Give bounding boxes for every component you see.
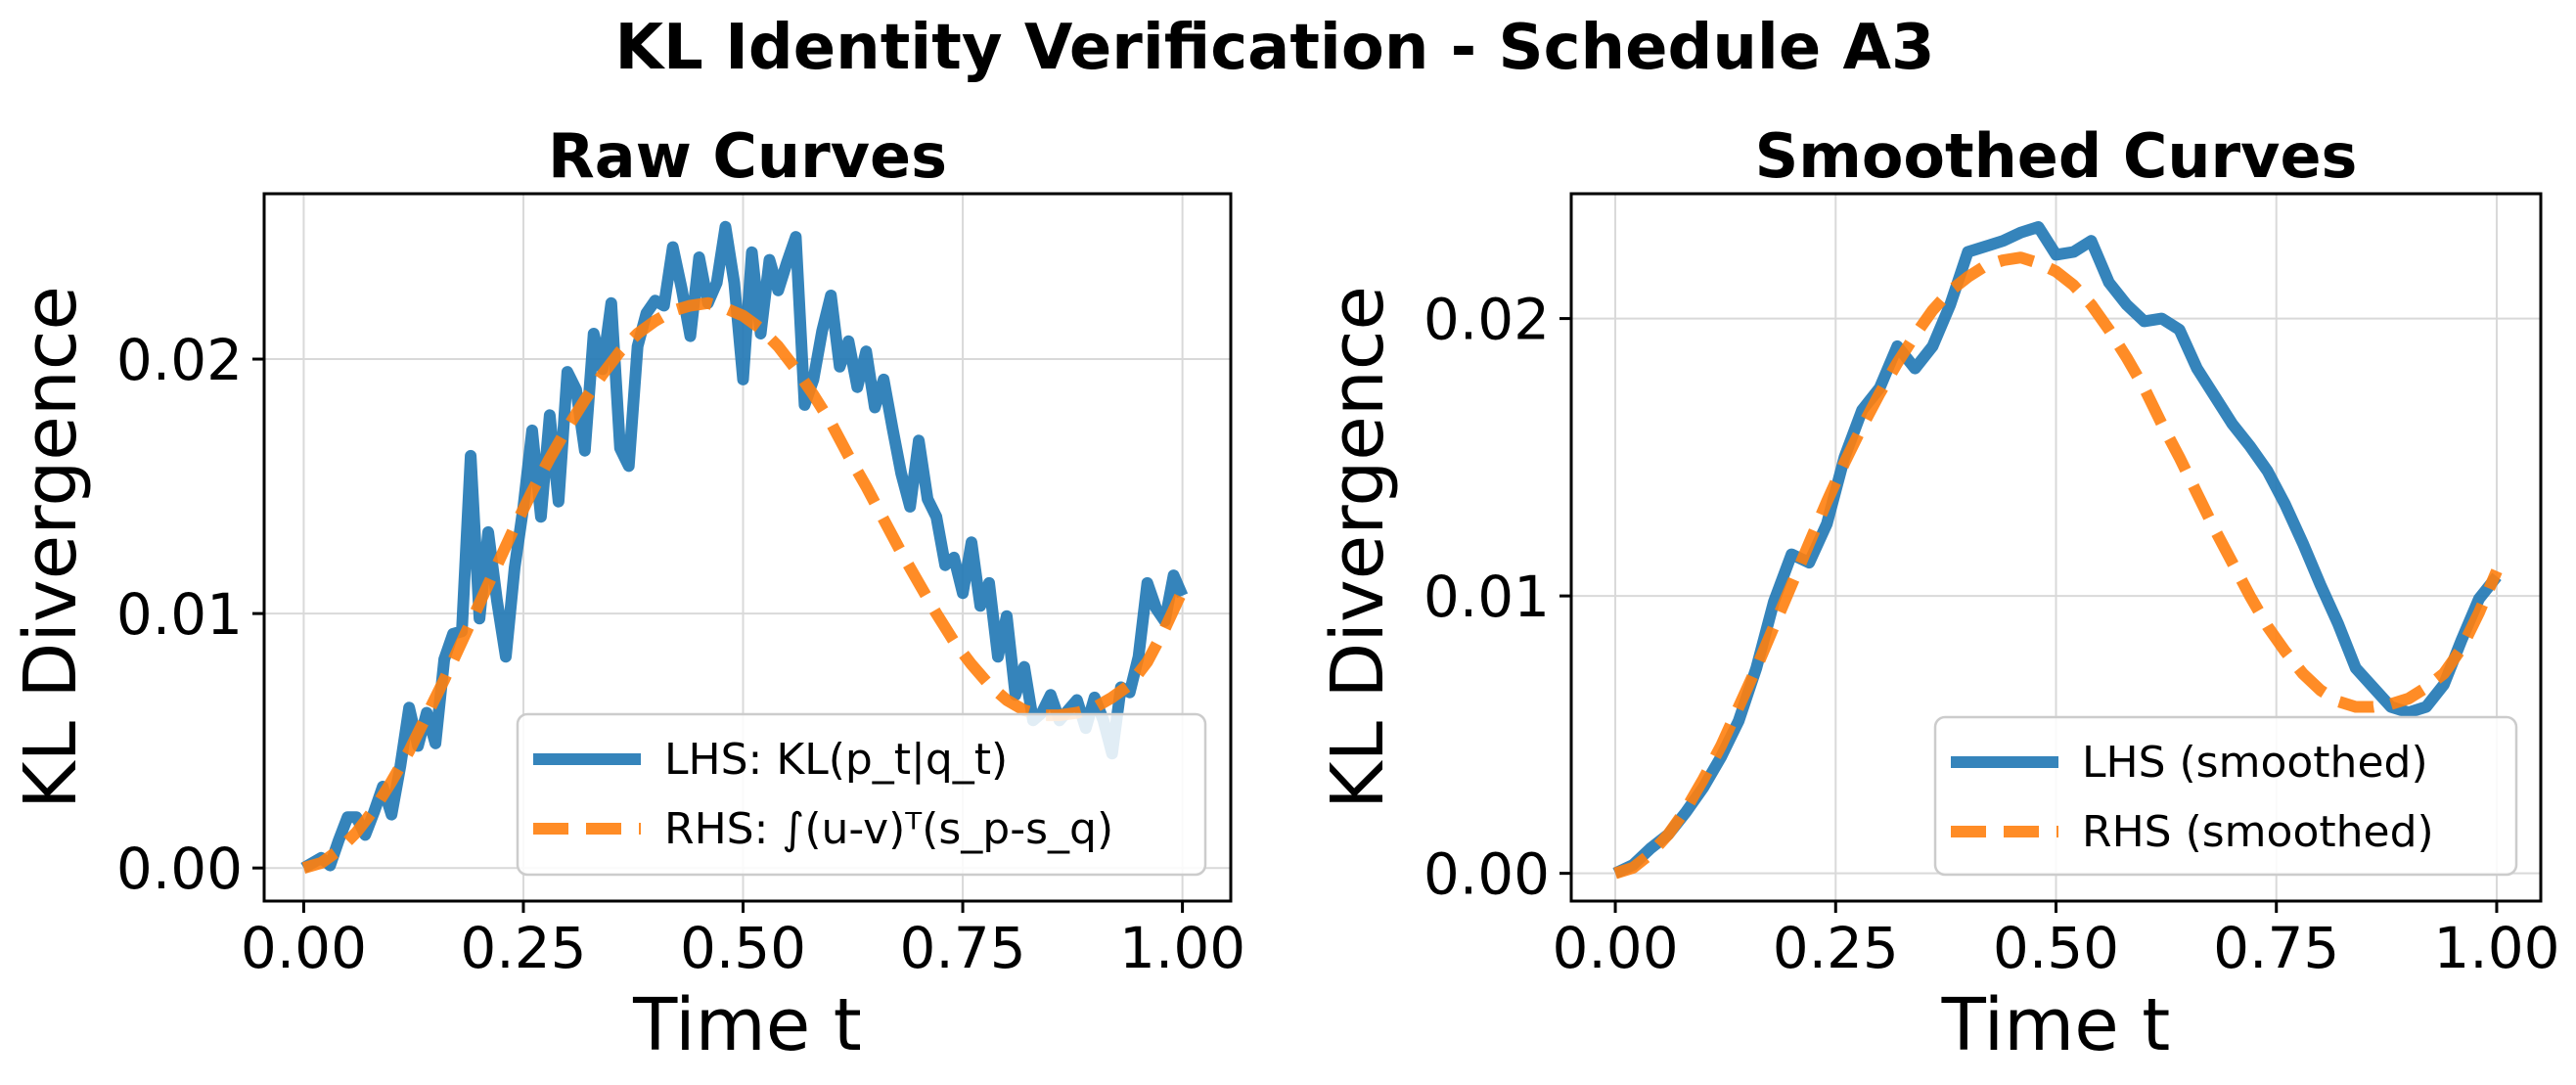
- x-tick-label: 0.00: [241, 915, 367, 981]
- legend-label-rhs: RHS: ∫(u-v)ᵀ(s_p-s_q): [664, 804, 1113, 854]
- subplot-2: 0.00 0.25 0.50 0.75 1.00 0.00 0.01 0.02 Smoothed…: [1316, 120, 2560, 1067]
- subplot-title: Raw Curves: [548, 120, 947, 192]
- subplots: 0.00 0.25 0.50 0.75 1.00 0.00 0.01 0.02 Raw Curv…: [9, 120, 2560, 1067]
- series-line-rhs: [301, 296, 1189, 874]
- x-axis-label: Time t: [632, 983, 862, 1067]
- y-tick-label: 0.01: [1424, 564, 1550, 630]
- y-tick-label: 0.02: [116, 327, 243, 393]
- legend-label-rhs: RHS (smoothed): [2082, 807, 2434, 857]
- legend-frame: [516, 712, 1207, 877]
- x-axis-label: Time t: [1941, 983, 2171, 1067]
- subplot-title: Smoothed Curves: [1755, 120, 2358, 192]
- y-tick-label: 0.00: [116, 836, 243, 902]
- subplot-1: 0.00 0.25 0.50 0.75 1.00 0.00 0.01 0.02 Raw Curv…: [9, 120, 1245, 1067]
- plot-frame: [262, 192, 1233, 903]
- figure-title: KL Identity Verification - Schedule A3: [614, 12, 1934, 84]
- legend-label-lhs: LHS: KL(p_t|q_t): [664, 735, 1008, 785]
- legend: LHS (smoothed) RHS (smoothed): [1933, 715, 2518, 877]
- x-tick-label: 1.00: [1119, 915, 1245, 981]
- y-axis-label: KL Divergence: [1316, 286, 1400, 809]
- x-tick-label: 0.75: [2213, 915, 2339, 981]
- y-tick-label: 0.01: [116, 581, 243, 648]
- series-line-rhs: [1613, 251, 2503, 880]
- legend: LHS: KL(p_t|q_t) RHS: ∫(u-v)ᵀ(s_p-s_q): [516, 712, 1207, 877]
- legend-label-lhs: LHS (smoothed): [2082, 738, 2428, 788]
- y-tick-label: 0.02: [1424, 287, 1550, 353]
- x-tick-label: 0.25: [460, 915, 586, 981]
- x-tick-label: 0.75: [899, 915, 1025, 981]
- y-tick-label: 0.00: [1424, 841, 1550, 908]
- x-tick-label: 0.25: [1773, 915, 1899, 981]
- legend-frame: [1933, 715, 2518, 877]
- x-tick-label: 0.50: [1993, 915, 2119, 981]
- y-axis-label: KL Divergence: [9, 286, 93, 809]
- x-tick-label: 0.50: [680, 915, 806, 981]
- x-tick-label: 1.00: [2433, 915, 2559, 981]
- x-tick-label: 0.00: [1552, 915, 1678, 981]
